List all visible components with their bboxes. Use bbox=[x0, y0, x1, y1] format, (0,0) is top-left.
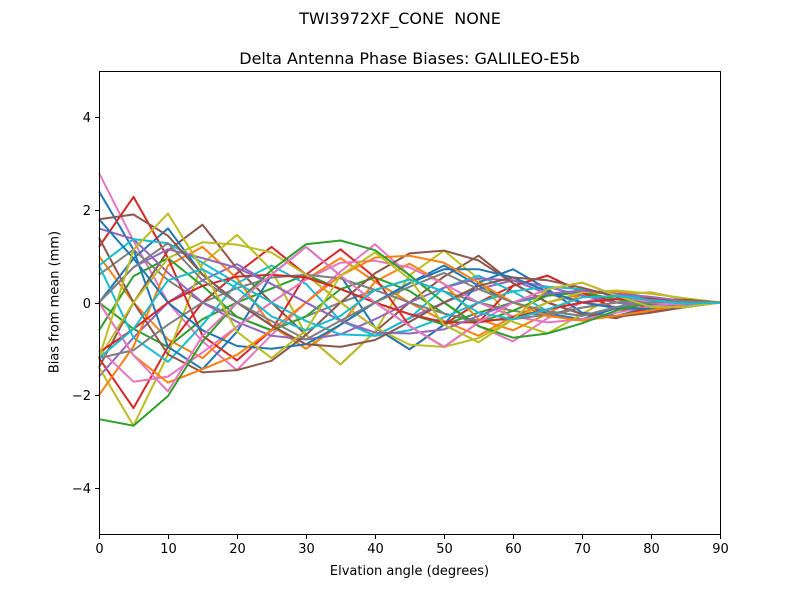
y-tick-label: 2 bbox=[83, 204, 91, 219]
plot-line-30 bbox=[98, 268, 721, 359]
x-tick-label: 60 bbox=[505, 542, 522, 557]
y-axis-label: Bias from mean (mm) bbox=[47, 230, 63, 374]
axes-frame bbox=[99, 71, 721, 535]
y-tick-label: −4 bbox=[72, 482, 91, 497]
x-tick-label: 20 bbox=[229, 542, 246, 557]
x-tick-label: 50 bbox=[436, 542, 453, 557]
y-tick-label: 0 bbox=[83, 297, 91, 312]
figure-title: TWI3972XF_CONE NONE bbox=[299, 9, 501, 28]
x-tick-label: 80 bbox=[643, 542, 660, 557]
plot-line-17 bbox=[98, 259, 720, 383]
plot-line-25 bbox=[98, 248, 721, 335]
axes-title: Delta Antenna Phase Biases: GALILEO-E5b bbox=[239, 49, 580, 68]
x-tick-label: 0 bbox=[95, 542, 103, 557]
plot-line-19 bbox=[98, 241, 721, 359]
x-tick-label: 10 bbox=[160, 542, 177, 557]
x-tick-label: 40 bbox=[367, 542, 384, 557]
plot-line-22 bbox=[98, 254, 721, 384]
y-tick-label: 4 bbox=[83, 111, 91, 126]
x-tick-label: 70 bbox=[574, 542, 591, 557]
plot-line-23 bbox=[98, 239, 721, 427]
plot-line-28 bbox=[98, 242, 721, 341]
x-tick-label: 30 bbox=[298, 542, 315, 557]
plot-line-24 bbox=[98, 273, 721, 354]
x-tick-label: 90 bbox=[712, 542, 729, 557]
x-axis-label: Elvation angle (degrees) bbox=[329, 564, 490, 579]
plot-line-18 bbox=[98, 273, 721, 360]
y-tick-label: −2 bbox=[72, 389, 91, 404]
